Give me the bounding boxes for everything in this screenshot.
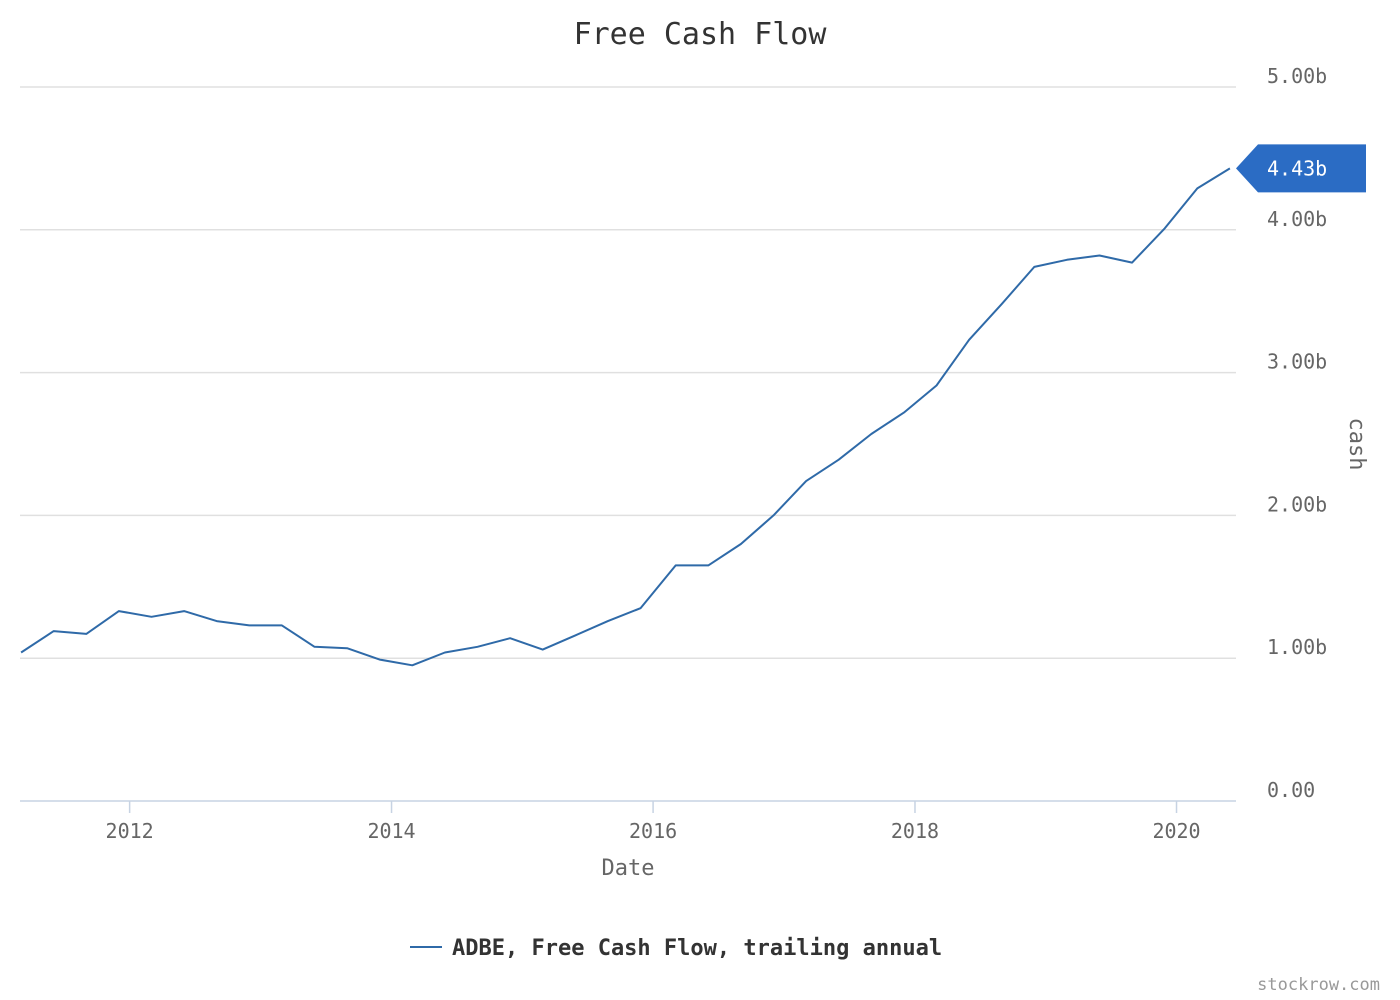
x-axis-title: Date (602, 856, 655, 881)
y-tick-label: 2.00b (1267, 492, 1327, 516)
series-group (20, 167, 1231, 667)
last-value-badge: 4.43b (1236, 144, 1366, 193)
badge-value: 4.43b (1267, 156, 1327, 180)
x-tick-label: 2016 (629, 819, 677, 843)
legend-label[interactable]: ADBE, Free Cash Flow, trailing annual (452, 936, 942, 961)
legend[interactable]: ADBE, Free Cash Flow, trailing annual (410, 936, 942, 961)
x-tick-label: 2014 (367, 819, 415, 843)
x-tick-label: 2020 (1152, 819, 1200, 843)
y-axis-ticks: 0.00 1.00b 2.00b 3.00b 4.00b 5.00b (1267, 64, 1327, 802)
y-axis-title: cash (1344, 418, 1369, 471)
credit-link[interactable]: stockrow.com (1257, 975, 1380, 995)
y-tick-label: 1.00b (1267, 635, 1327, 659)
y-tick-label: 3.00b (1267, 350, 1327, 374)
x-tick-label: 2012 (106, 819, 154, 843)
y-tick-label: 4.00b (1267, 207, 1327, 231)
series-line (20, 167, 1231, 667)
badge-shape (1236, 144, 1366, 193)
y-tick-label: 0.00 (1267, 778, 1315, 802)
y-tick-label: 5.00b (1267, 64, 1327, 88)
chart-title: Free Cash Flow (574, 17, 828, 52)
gridlines (20, 86, 1236, 802)
x-tick-label: 2018 (891, 819, 939, 843)
x-axis-ticks: 2012 2014 2016 2018 2020 (106, 801, 1201, 843)
